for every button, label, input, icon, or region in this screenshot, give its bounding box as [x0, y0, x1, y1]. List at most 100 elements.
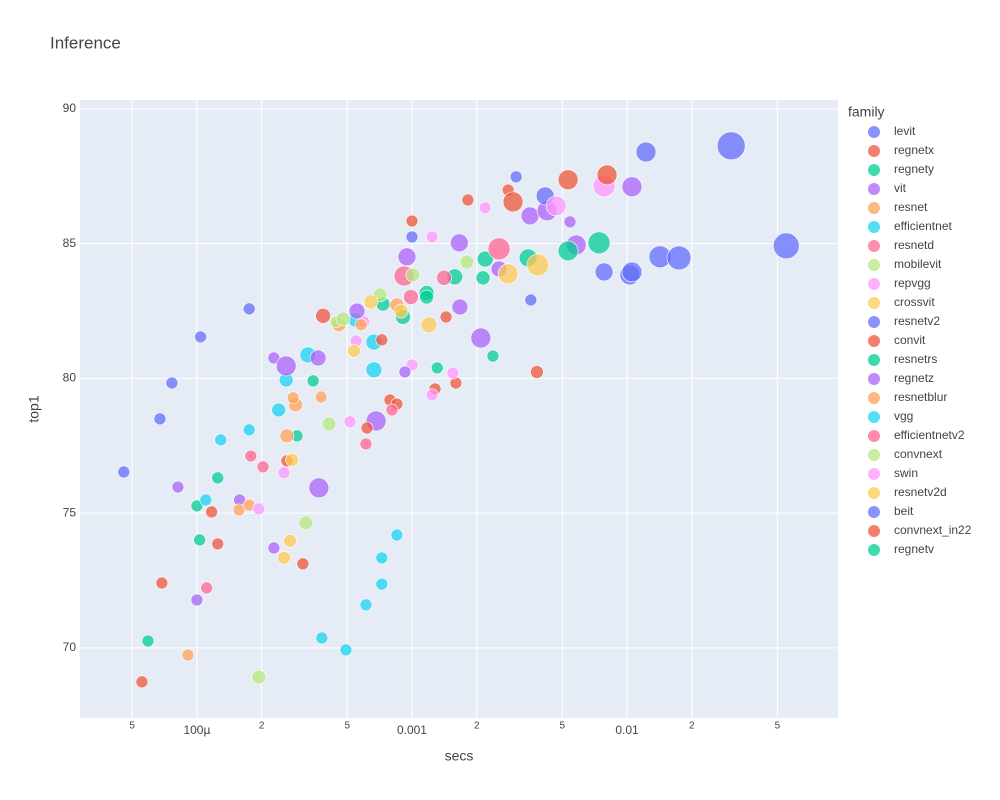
- legend-marker: [868, 297, 880, 309]
- legend-label: mobilevit: [894, 257, 942, 271]
- point: [211, 471, 225, 485]
- legend-label: beit: [894, 504, 914, 518]
- point: [309, 349, 327, 367]
- point: [308, 477, 330, 499]
- point: [321, 416, 337, 432]
- x-tick-label: 0.01: [615, 723, 639, 737]
- point: [451, 298, 469, 316]
- y-tick-label: 85: [63, 236, 77, 250]
- point: [242, 302, 256, 316]
- point: [315, 308, 331, 324]
- legend-label: levit: [894, 124, 916, 138]
- point: [430, 361, 444, 375]
- legend-label: swin: [894, 466, 918, 480]
- legend-marker: [868, 544, 880, 556]
- point: [117, 465, 131, 479]
- legend-label: crossvit: [894, 295, 935, 309]
- point: [244, 449, 258, 463]
- point: [190, 499, 204, 513]
- point: [405, 214, 419, 228]
- legend-marker: [868, 202, 880, 214]
- legend-marker: [868, 373, 880, 385]
- legend-label: resnet: [894, 200, 928, 214]
- point: [520, 206, 540, 226]
- point: [497, 263, 519, 285]
- point: [393, 303, 409, 319]
- chart-title: Inference: [50, 33, 121, 52]
- point: [365, 361, 383, 379]
- legend-label: repvgg: [894, 276, 931, 290]
- point: [545, 195, 567, 217]
- point: [403, 289, 419, 305]
- point: [475, 270, 491, 286]
- point: [425, 388, 439, 402]
- point: [343, 415, 357, 429]
- legend-label: resnetv2d: [894, 485, 947, 499]
- point: [194, 330, 207, 344]
- point: [420, 316, 438, 334]
- point: [251, 669, 267, 685]
- x-tick-label: 100µ: [183, 723, 210, 737]
- point: [275, 355, 297, 377]
- legend-label: vgg: [894, 409, 913, 423]
- legend-marker: [868, 335, 880, 347]
- point: [348, 302, 366, 320]
- point: [587, 231, 611, 255]
- point: [405, 230, 419, 244]
- point: [363, 294, 379, 310]
- point: [285, 453, 299, 467]
- point: [397, 247, 417, 267]
- point: [557, 169, 579, 191]
- point: [478, 201, 492, 215]
- point: [214, 433, 227, 447]
- y-tick-label: 80: [63, 371, 77, 385]
- legend-marker: [868, 316, 880, 328]
- point: [354, 318, 368, 332]
- point: [256, 460, 270, 474]
- point: [446, 366, 460, 380]
- legend-label: efficientnet: [894, 219, 952, 233]
- point: [190, 593, 204, 607]
- point: [267, 541, 281, 555]
- y-tick-label: 90: [63, 101, 77, 115]
- y-tick-label: 70: [63, 640, 77, 654]
- point: [375, 333, 389, 347]
- point: [450, 233, 469, 253]
- point: [155, 576, 169, 590]
- point: [436, 270, 452, 286]
- legend-marker: [868, 240, 880, 252]
- point: [232, 503, 246, 517]
- point: [271, 402, 286, 418]
- legend-label: convnext: [894, 447, 943, 461]
- point: [306, 374, 320, 388]
- point: [359, 598, 373, 612]
- point: [716, 131, 746, 161]
- point: [277, 466, 291, 480]
- point: [487, 237, 511, 261]
- point: [171, 480, 185, 494]
- legend-marker: [868, 506, 880, 518]
- legend-label: efficientnetv2: [894, 428, 965, 442]
- x-axis-title: secs: [445, 748, 474, 764]
- point: [563, 215, 577, 229]
- point: [459, 254, 475, 270]
- point: [530, 365, 544, 379]
- point: [193, 533, 206, 547]
- legend-marker: [868, 126, 880, 138]
- x-tick-label: 0.001: [397, 723, 427, 737]
- point: [594, 262, 614, 282]
- point: [359, 437, 373, 451]
- point: [390, 528, 404, 542]
- x-tick-label: 5: [560, 721, 566, 732]
- point: [526, 253, 550, 277]
- point: [199, 493, 213, 507]
- point: [242, 423, 256, 437]
- point: [205, 505, 218, 519]
- legend-label: regnety: [894, 162, 934, 176]
- point: [296, 557, 310, 571]
- legend-label: resnetrs: [894, 352, 937, 366]
- point: [398, 365, 412, 379]
- legend-marker: [868, 430, 880, 442]
- y-tick-label: 75: [63, 505, 77, 519]
